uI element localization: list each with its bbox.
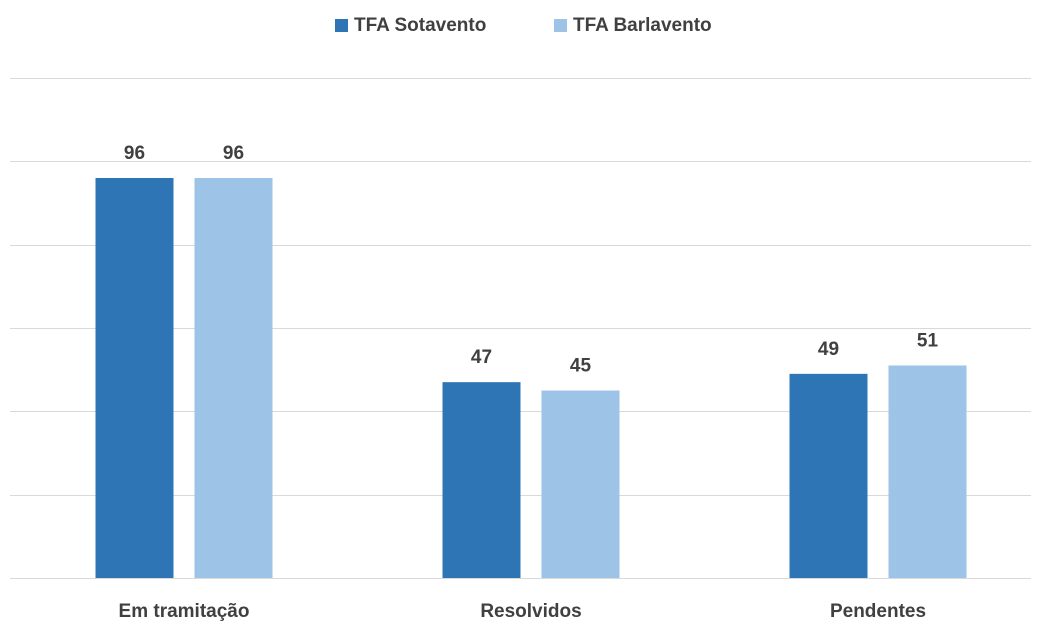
data-label: 96 — [223, 143, 244, 164]
data-label: 51 — [917, 331, 939, 352]
bar — [541, 390, 620, 578]
data-label: 49 — [818, 339, 839, 360]
x-tick-label: Pendentes — [830, 601, 926, 622]
bar — [888, 365, 967, 578]
legend-label: TFA Sotavento — [354, 15, 486, 36]
data-label: 45 — [570, 356, 592, 377]
legend-label: TFA Barlavento — [573, 15, 712, 36]
legend-swatch — [554, 19, 567, 32]
data-label: 96 — [124, 143, 145, 164]
legend-swatch — [335, 19, 348, 32]
bar — [194, 178, 273, 578]
bar — [95, 178, 174, 578]
data-label: 47 — [471, 347, 492, 368]
x-tick-label: Em tramitação — [119, 601, 250, 622]
bar — [442, 382, 521, 578]
x-tick-label: Resolvidos — [480, 601, 581, 622]
bar — [789, 373, 868, 578]
